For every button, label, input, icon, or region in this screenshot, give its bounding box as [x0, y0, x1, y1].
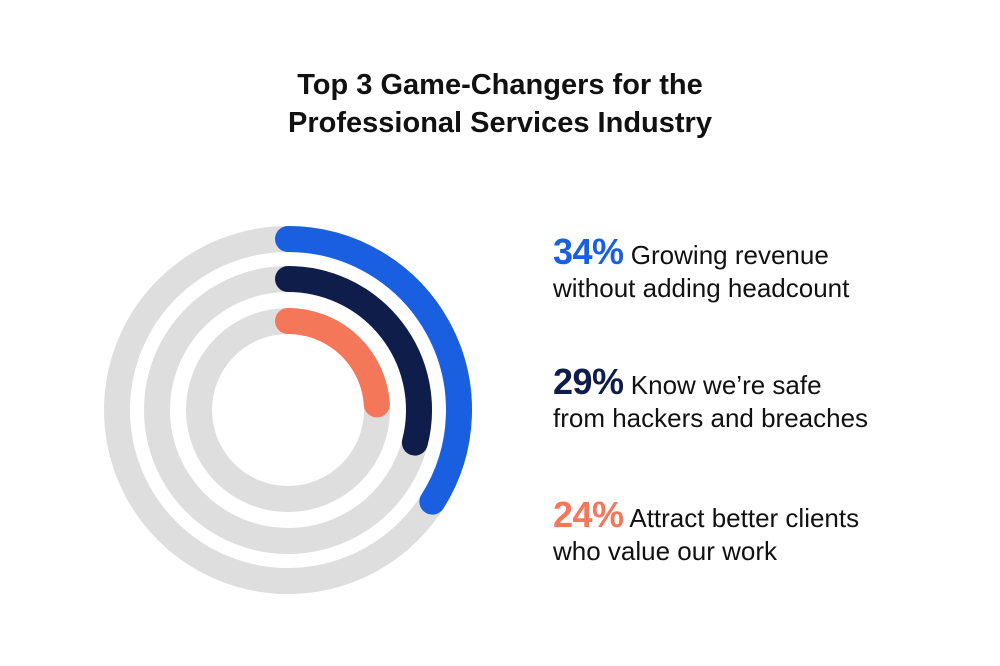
legend-value-1: 29% [553, 361, 624, 402]
legend-value-0: 34% [553, 231, 624, 272]
legend-label-1-line-1: Know we’re safe [630, 370, 822, 400]
ring-bar-2 [275, 308, 390, 418]
ring-bar-1 [275, 266, 432, 456]
chart-title: Top 3 Game-Changers for the Professional… [0, 66, 1000, 142]
legend-item-1: 29% Know we’re safe from hackers and bre… [553, 364, 993, 435]
legend-label-0-line-2: without adding headcount [553, 273, 850, 303]
chart-title-line-2: Professional Services Industry [288, 107, 712, 139]
legend-label-2-line-2: who value our work [553, 536, 777, 566]
legend-label-1-line-2: from hackers and breaches [553, 403, 869, 433]
legend-item-2: 24% Attract better clients who value our… [553, 497, 993, 568]
legend-item-0: 34% Growing revenue without adding headc… [553, 234, 993, 305]
chart-title-line-1: Top 3 Game-Changers for the [297, 69, 703, 101]
ring-bar-0 [275, 226, 472, 515]
legend-label-2-line-1: Attract better clients [629, 503, 860, 533]
legend-value-2: 24% [553, 494, 624, 535]
legend-label-0-line-1: Growing revenue [630, 240, 829, 270]
